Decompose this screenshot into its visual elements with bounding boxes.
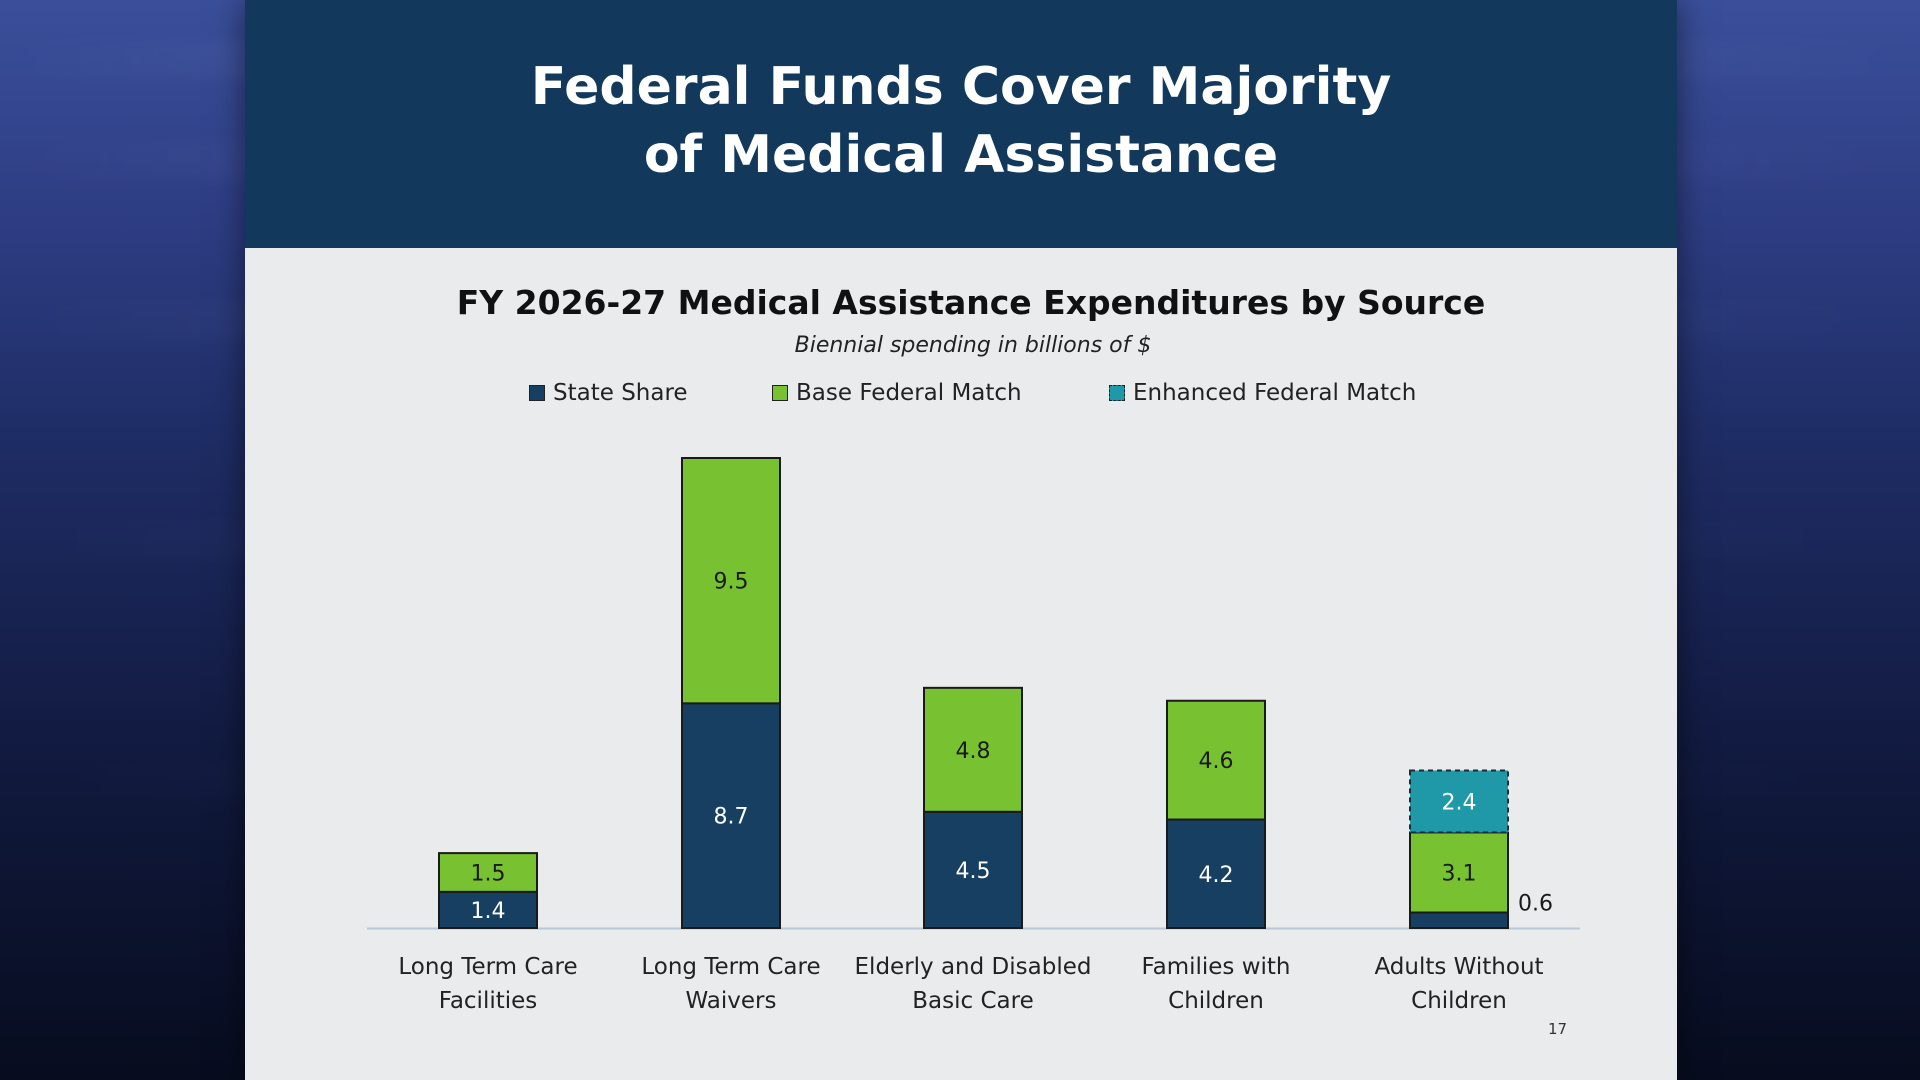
legend-swatch-state-share (529, 385, 545, 401)
data-label: 9.5 (714, 570, 749, 595)
legend-item-enhanced-federal: Enhanced Federal Match (1109, 380, 1416, 406)
slide: Federal Funds Cover Majority of Medical … (245, 0, 1677, 1080)
legend-item-state-share: State Share (529, 380, 688, 406)
stacked-bar-chart: 1.4 1.5 Long Term Care Facilities 8.7 9.5 Long… (367, 457, 1580, 1014)
data-label: 4.8 (956, 739, 991, 764)
legend-swatch-enhanced-federal (1109, 385, 1125, 401)
slide-title-line-2: of Medical Assistance (643, 125, 1279, 185)
chart-subtitle: Biennial spending in billions of $ (794, 333, 1152, 358)
category-label: Facilities (439, 988, 538, 1014)
category-label: Long Term Care (398, 954, 577, 980)
category-label: Waivers (686, 988, 777, 1014)
legend-item-base-federal: Base Federal Match (772, 380, 1022, 406)
data-label: 8.7 (714, 805, 749, 830)
category-label: Families with (1141, 954, 1290, 980)
chart-legend: State Share Base Federal Match Enhanced … (245, 380, 1677, 410)
slide-header: Federal Funds Cover Majority of Medical … (245, 0, 1677, 248)
bar-segment-base-federal-match (1166, 699, 1266, 821)
bar-segment-state-share (923, 810, 1023, 929)
data-label: 2.4 (1442, 790, 1477, 815)
category-label: Children (1168, 988, 1264, 1014)
data-label: 1.4 (471, 899, 506, 924)
page-number: 17 (1548, 1020, 1568, 1038)
bar-segment-base-federal-match (438, 852, 538, 893)
slide-title: Federal Funds Cover Majority of Medical … (511, 53, 1411, 189)
slide-title-line-1: Federal Funds Cover Majority (530, 57, 1392, 117)
bar-segment-state-share (681, 702, 781, 929)
bar-segment-state-share (1409, 911, 1509, 929)
data-label: 3.1 (1442, 861, 1477, 886)
data-label: 0.6 (1518, 892, 1553, 917)
data-label: 4.6 (1199, 749, 1234, 774)
legend-label-state-share: State Share (553, 380, 688, 406)
category-label: Elderly and Disabled (855, 954, 1092, 980)
legend-swatch-base-federal (772, 385, 788, 401)
bar-segment-state-share (1166, 818, 1266, 929)
category-label: Long Term Care (641, 954, 820, 980)
chart-title: FY 2026-27 Medical Assistance Expenditur… (456, 283, 1486, 322)
bar-segment-base-federal-match (681, 457, 781, 705)
category-label: Children (1411, 988, 1507, 1014)
data-label: 1.5 (471, 861, 506, 886)
category-label: Adults Without (1374, 954, 1543, 980)
data-label: 4.2 (1199, 863, 1234, 888)
data-label: 4.5 (956, 859, 991, 884)
legend-label-enhanced-federal: Enhanced Federal Match (1133, 380, 1417, 406)
bar-segment-enhanced-federal-match (1409, 769, 1509, 834)
legend-label-base-federal: Base Federal Match (796, 380, 1022, 406)
category-label: Basic Care (912, 988, 1033, 1014)
bar-segment-base-federal-match (923, 686, 1023, 813)
